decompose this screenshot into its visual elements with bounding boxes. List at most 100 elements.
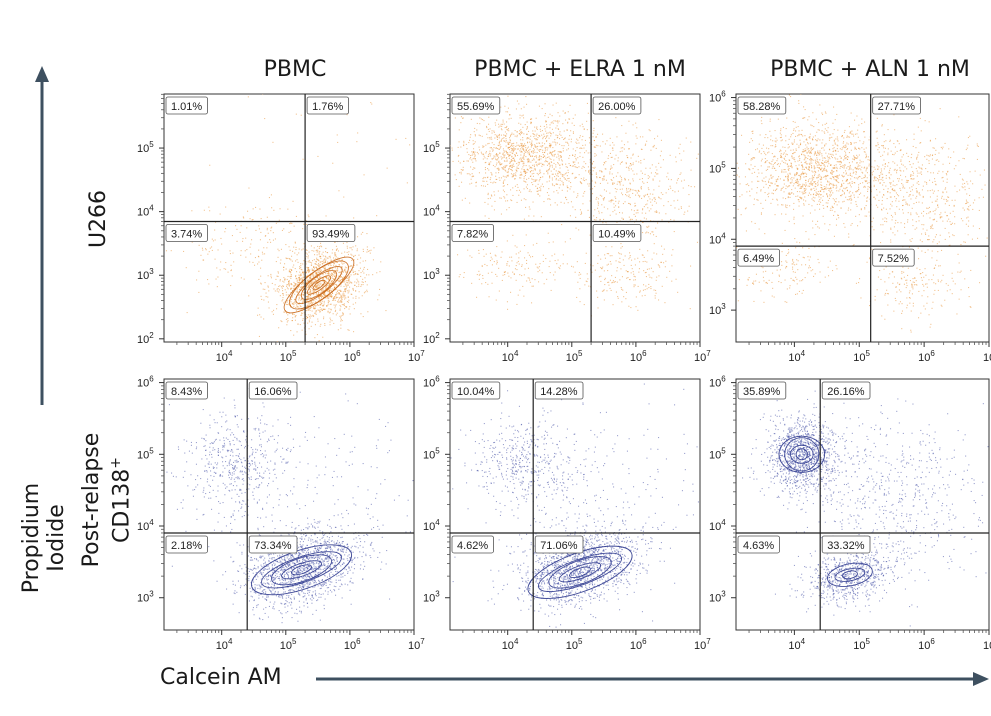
y-tick-label: 104 — [709, 231, 726, 246]
quadrant-label-top-right: 14.28% — [540, 386, 578, 398]
contour-line — [271, 554, 332, 586]
y-tick-exponent: 4 — [149, 204, 154, 213]
quadrant-label-box — [821, 535, 871, 554]
panel-6: 104 105 106 107 103 104 105 106 35.89% 26.16% 4.63… — [709, 375, 991, 652]
quadrant-label-box — [592, 96, 642, 115]
dot-cloud — [165, 94, 411, 342]
panel-frame — [449, 378, 701, 631]
panel-frame — [163, 378, 415, 631]
contour-line — [789, 444, 814, 464]
x-tick-exponent: 4 — [228, 349, 233, 358]
quadrant-label-bottom-left: 6.49% — [743, 253, 774, 265]
y-tick-label: 103 — [137, 267, 154, 282]
y-tick-label: 105 — [423, 446, 440, 461]
quadrant-label-bottom-left: 2.18% — [171, 540, 202, 552]
contour-line — [827, 562, 873, 587]
x-tick-label: 106 — [630, 637, 647, 652]
y-tick-exponent: 4 — [721, 231, 726, 240]
contour-line — [527, 545, 633, 599]
x-tick-label: 107 — [408, 349, 425, 364]
x-tick-exponent: 6 — [356, 637, 361, 646]
contour-line — [283, 256, 355, 314]
y-tick-exponent: 5 — [435, 140, 440, 149]
x-tick-exponent: 7 — [706, 637, 711, 646]
quadrant-label-top-left: 58.28% — [743, 101, 781, 113]
x-tick-label: 104 — [788, 349, 805, 364]
x-tick-label: 105 — [853, 637, 870, 652]
y-tick-label: 105 — [423, 140, 440, 155]
quadrant-label-box — [872, 248, 915, 267]
quadrant-label-top-right: 1.76% — [312, 101, 343, 113]
y-tick-exponent: 3 — [149, 267, 154, 276]
x-tick-label: 105 — [280, 637, 297, 652]
panel-5: 104 105 106 107 103 104 105 106 10.04% 14.28% 4.62… — [423, 375, 711, 652]
y-tick-label: 106 — [137, 375, 154, 390]
y-tick-label: 104 — [137, 204, 154, 219]
quadrant-label-top-left: 55.69% — [457, 101, 495, 113]
contour-line — [312, 279, 326, 291]
quadrant-label-box — [165, 535, 208, 554]
panel-2: 104 105 106 107 102 103 104 105 55.69% 26.00% 7.82… — [423, 93, 711, 364]
x-tick-label: 106 — [918, 637, 935, 652]
contour-line — [548, 556, 612, 589]
x-tick-exponent: 4 — [514, 349, 519, 358]
x-tick-label: 107 — [408, 637, 425, 652]
quadrant-label-box — [248, 535, 298, 554]
x-tick-label: 106 — [918, 349, 935, 364]
quadrant-label-box — [872, 96, 921, 115]
y-tick-exponent: 2 — [149, 331, 154, 340]
quadrant-label-box — [737, 535, 780, 554]
quadrant-label-box — [737, 96, 787, 115]
quadrant-label-box — [534, 381, 584, 400]
y-tick-label: 104 — [709, 518, 726, 533]
contour-line — [569, 566, 591, 579]
quadrant-label-box — [451, 224, 494, 242]
dot-cloud — [736, 94, 988, 333]
y-axis-arrow-head — [35, 66, 49, 82]
x-tick-label: 104 — [788, 637, 805, 652]
quadrant-label-bottom-right: 10.49% — [598, 228, 636, 240]
dot-cloud — [450, 95, 699, 317]
quadrant-label-box — [451, 96, 501, 115]
x-tick-label: 104 — [502, 637, 519, 652]
y-tick-exponent: 3 — [721, 590, 726, 599]
y-tick-exponent: 6 — [721, 375, 726, 384]
contour-line — [261, 551, 342, 589]
contour-line — [558, 562, 602, 583]
x-tick-exponent: 5 — [292, 349, 297, 358]
x-tick-label: 107 — [983, 637, 991, 652]
quadrant-label-box — [451, 535, 494, 554]
contour-line — [795, 448, 808, 461]
y-tick-exponent: 6 — [149, 375, 154, 384]
quadrant-label-bottom-left: 4.62% — [457, 540, 488, 552]
y-tick-exponent: 3 — [435, 590, 440, 599]
panel-3: 104 105 106 107 103 104 105 106 58.28% 27.71% 6.49… — [709, 90, 991, 364]
quadrant-label-box — [165, 381, 208, 400]
y-tick-exponent: 3 — [435, 267, 440, 276]
x-tick-exponent: 7 — [420, 637, 425, 646]
y-tick-label: 105 — [137, 446, 154, 461]
x-tick-exponent: 6 — [356, 349, 361, 358]
x-tick-label: 105 — [566, 349, 583, 364]
quadrant-label-top-left: 8.43% — [171, 386, 202, 398]
x-tick-label: 106 — [630, 349, 647, 364]
x-tick-label: 104 — [216, 637, 233, 652]
quadrant-label-box — [592, 224, 642, 242]
y-tick-exponent: 4 — [435, 518, 440, 527]
quadrant-label-bottom-left: 3.74% — [171, 228, 202, 240]
quadrant-label-top-right: 26.00% — [598, 101, 636, 113]
contour-line — [778, 435, 826, 473]
y-tick-exponent: 4 — [149, 518, 154, 527]
x-tick-exponent: 6 — [930, 349, 935, 358]
y-tick-label: 105 — [709, 446, 726, 461]
x-axis-arrow-head — [973, 672, 989, 686]
panel-4: 104 105 106 107 103 104 105 106 8.43% 16.06% 2.18%… — [137, 375, 425, 652]
contour-line — [291, 564, 312, 576]
x-tick-exponent: 5 — [578, 637, 583, 646]
contour-line — [834, 567, 866, 582]
quadrant-label-box — [165, 224, 208, 242]
x-tick-label: 105 — [280, 349, 297, 364]
y-tick-label: 104 — [137, 518, 154, 533]
